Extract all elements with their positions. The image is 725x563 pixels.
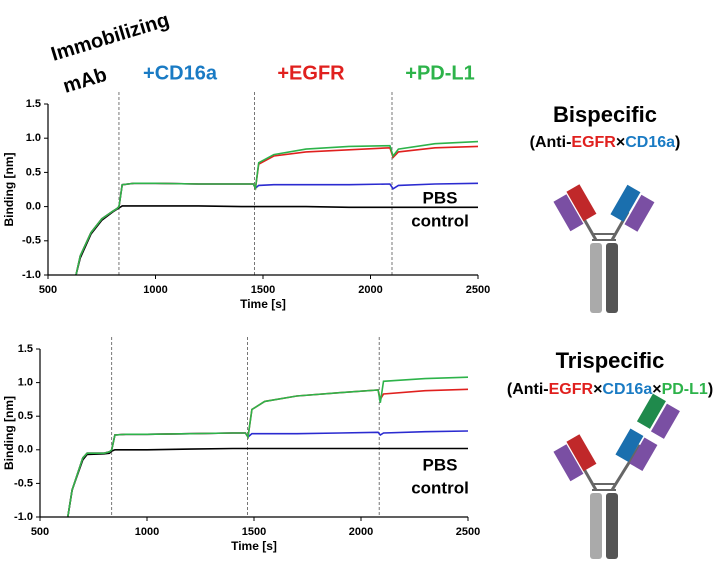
x-tick-label: 500	[31, 526, 49, 538]
corner-label: mAb	[61, 64, 110, 98]
x-tick-label: 500	[39, 284, 57, 296]
x-tick-label: 2500	[466, 284, 490, 296]
panel-title: Bispecific	[553, 102, 657, 127]
series-line	[67, 447, 468, 518]
corner-label: Immobilizing	[49, 9, 172, 66]
subtitle-part: (Anti-	[530, 134, 572, 151]
bispecific-schematic	[553, 184, 655, 313]
series-line	[75, 140, 479, 276]
y-axis-title: Binding [nm]	[2, 396, 16, 470]
annotation: +CD16a	[143, 62, 218, 84]
subtitle-part: (Anti-	[507, 381, 549, 398]
x-axis-title: Time [s]	[231, 539, 277, 553]
panel-title: Trispecific	[556, 348, 665, 373]
x-tick-label: 1000	[135, 526, 159, 538]
subtitle-part: )	[708, 381, 713, 398]
annotation: +PD-L1	[405, 62, 474, 84]
y-tick-label: -1.0	[22, 269, 41, 281]
y-tick-label: 0.5	[26, 166, 41, 178]
x-tick-label: 1500	[242, 526, 266, 538]
subtitle-part: EGFR	[549, 381, 594, 398]
subtitle-part: CD16a	[602, 381, 652, 398]
x-tick-label: 2000	[358, 284, 382, 296]
y-tick-label: -0.5	[22, 235, 41, 247]
y-tick-label: -0.5	[14, 477, 33, 489]
subtitle-part: EGFR	[571, 134, 616, 151]
x-tick-label: 1500	[251, 284, 275, 296]
x-tick-label: 1000	[143, 284, 167, 296]
x-tick-label: 2000	[349, 526, 373, 538]
series-line	[67, 376, 469, 518]
series-line	[67, 388, 469, 518]
inner-label: PBS	[423, 455, 458, 474]
y-tick-label: -1.0	[14, 511, 33, 523]
y-tick-label: 0.5	[18, 410, 33, 422]
subtitle-part: ×	[616, 134, 625, 151]
y-tick-label: 0.0	[18, 444, 33, 456]
subtitle-part: ×	[652, 381, 661, 398]
panel-subtitle: (Anti-EGFR×CD16a)	[530, 134, 681, 151]
subtitle-part: CD16a	[625, 134, 675, 151]
inner-label: control	[411, 211, 469, 230]
y-tick-label: 1.0	[26, 132, 41, 144]
y-tick-label: 0.0	[26, 201, 41, 213]
subtitle-part: )	[675, 134, 680, 151]
x-axis-title: Time [s]	[240, 297, 286, 311]
series-line	[67, 430, 469, 518]
inner-label: control	[411, 478, 469, 497]
y-tick-label: 1.5	[26, 98, 41, 110]
inner-label: PBS	[423, 188, 458, 207]
subtitle-part: PD-L1	[662, 381, 708, 398]
y-tick-label: 1.5	[18, 343, 33, 355]
annotation: +EGFR	[277, 62, 345, 84]
y-tick-label: 1.0	[18, 377, 33, 389]
subtitle-part: ×	[593, 381, 602, 398]
panel-subtitle: (Anti-EGFR×CD16a×PD-L1)	[507, 381, 713, 398]
trispecific-schematic	[553, 393, 680, 559]
x-tick-label: 2500	[456, 526, 480, 538]
y-axis-title: Binding [nm]	[2, 153, 16, 227]
